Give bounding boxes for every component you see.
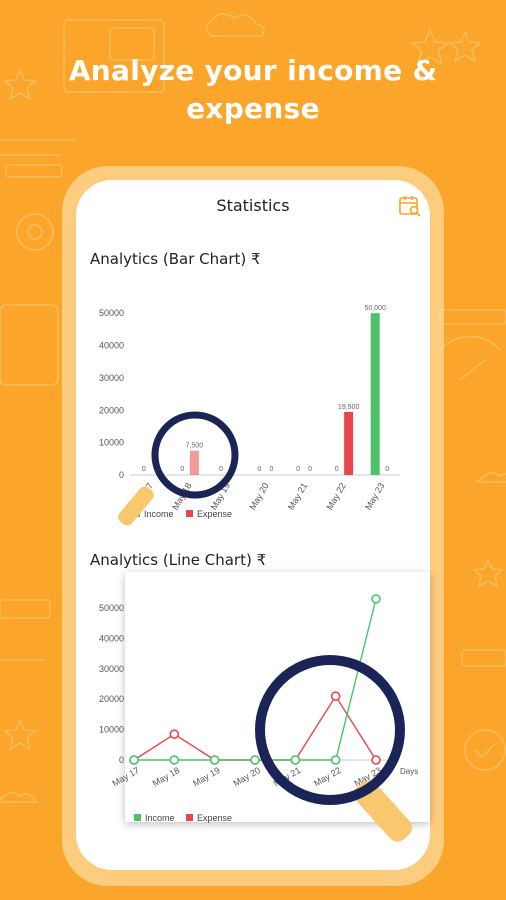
line-point-income [250,755,260,765]
headline-line-2: expense [186,92,320,125]
bar-value-label: 0 [258,466,262,473]
bar-y-tick-label: 20000 [99,405,124,415]
line-chart-title: Analytics (Line Chart) ₹ [90,551,267,569]
bar-value-label: 0 [142,466,146,473]
line-legend-label-income: Income [145,813,175,823]
line-point-expense [371,755,381,765]
bar-chart-title: Analytics (Bar Chart) ₹ [90,250,261,268]
line-legend-swatch-income [134,814,141,821]
bar-legend-label-income: Income [144,509,174,519]
bar-value-label: 50,000 [365,305,387,312]
headline-line-1: Analyze your income & [68,54,438,87]
bar-y-tick-label: 40000 [99,341,124,351]
bar-income [370,313,380,475]
line-point-expense [169,729,180,739]
bar-value-label: 0 [335,466,339,473]
line-y-tick-label: 10000 [99,725,124,735]
screen-title: Statistics [216,196,290,215]
bar-y-tick-label: 0 [119,470,124,480]
line-x-tick-label: May 22 [312,765,343,788]
bar-y-tick-label: 10000 [99,438,124,448]
line-y-tick-label: 30000 [99,664,124,674]
line-x-tick-label: May 23 [352,765,383,788]
headline: Analyze your income & expense [0,52,506,128]
line-y-tick-label: 20000 [99,694,124,704]
bar-legend-label-expense: Expense [197,509,232,519]
line-point-income [330,755,341,765]
line-y-tick-label: 50000 [99,603,124,613]
line-x-tick-label: May 19 [191,765,222,788]
bar-value-label: 0 [270,466,274,473]
bar-expense [344,411,354,475]
bar-y-tick-label: 50000 [99,308,124,318]
line-point-income [371,594,381,604]
calendar-search-icon[interactable] [398,194,422,218]
line-point-income [129,755,139,765]
bar-value-label: 0 [308,466,312,473]
line-series-expense [133,694,377,761]
line-legend-label-expense: Expense [197,813,232,823]
line-point-income [169,755,180,765]
line-y-tick-label: 0 [119,755,124,765]
line-x-tick-label: May 21 [272,765,303,788]
line-point-income [290,755,301,765]
line-x-axis-label: Days [400,767,418,776]
line-x-tick-label: May 20 [231,765,262,788]
line-x-tick-label: May 17 [110,765,141,788]
bar-y-tick-label: 30000 [99,373,124,383]
bar-value-label: 0 [385,466,389,473]
line-point-expense [330,691,341,701]
bar-legend-swatch-expense [186,510,193,517]
bar-value-label: 19,500 [338,404,360,411]
bar-value-label: 0 [296,466,300,473]
line-legend-swatch-expense [186,814,193,821]
line-point-income [209,755,220,765]
line-x-tick-label: May 18 [151,765,182,788]
line-y-tick-label: 40000 [99,633,124,643]
